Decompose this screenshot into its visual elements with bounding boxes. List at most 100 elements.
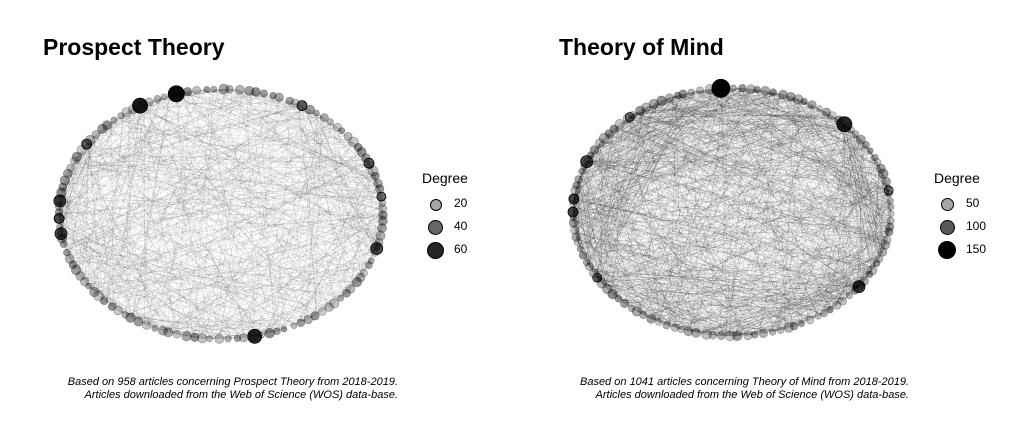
- network-edge: [826, 112, 860, 287]
- network-edge: [573, 200, 822, 315]
- network-node: [826, 305, 834, 314]
- network-edge: [68, 256, 329, 308]
- network-edge: [577, 131, 854, 184]
- network-edge: [613, 97, 795, 296]
- network-edge: [164, 198, 382, 332]
- network-edge: [692, 91, 769, 333]
- network-edge: [846, 126, 890, 193]
- network-edge: [60, 189, 381, 233]
- network-edge: [191, 97, 282, 337]
- network-edge: [660, 92, 775, 323]
- network-edge: [58, 179, 377, 215]
- network-edge: [579, 175, 607, 289]
- network-edge: [578, 177, 822, 315]
- network-edge: [590, 89, 756, 157]
- network-edge: [683, 181, 887, 331]
- network-edge: [573, 200, 831, 310]
- network-edge: [619, 124, 851, 296]
- network-edge: [252, 91, 361, 278]
- network-edge: [254, 234, 381, 337]
- network-node: [371, 171, 380, 181]
- network-edge: [759, 89, 826, 112]
- network-edge: [87, 167, 372, 286]
- network-edge: [156, 99, 375, 176]
- network-edge: [619, 91, 771, 301]
- network-edge: [102, 92, 182, 300]
- network-edge: [600, 141, 890, 194]
- network-edge: [688, 296, 848, 332]
- network-edge: [81, 277, 149, 326]
- network-edge: [573, 102, 657, 198]
- network-node: [225, 85, 234, 94]
- network-edge: [180, 89, 237, 94]
- network-edge: [580, 89, 760, 175]
- network-edge: [626, 304, 682, 330]
- network-edge: [737, 87, 891, 220]
- network-edge: [573, 89, 759, 200]
- network-edge: [328, 199, 383, 308]
- network-node: [866, 147, 874, 155]
- network-edge: [575, 190, 593, 272]
- network-edge: [637, 112, 754, 336]
- network-edge: [173, 94, 382, 197]
- network-edge: [602, 140, 678, 329]
- network-edge: [776, 149, 870, 332]
- network-edge: [635, 99, 799, 114]
- network-node: [192, 86, 201, 95]
- network-node: [821, 107, 832, 117]
- network-edge: [635, 113, 835, 118]
- network-hub-node: [370, 242, 384, 255]
- network-edge: [572, 212, 875, 268]
- network-edge: [59, 118, 117, 205]
- network-edge: [642, 89, 709, 110]
- network-edge: [577, 183, 680, 330]
- network-edge: [629, 114, 832, 118]
- network-node: [359, 268, 368, 277]
- network-edge: [697, 287, 859, 334]
- network-edge: [579, 104, 813, 177]
- network-edge: [70, 168, 94, 291]
- network-edge: [586, 161, 871, 274]
- network-edge: [856, 134, 875, 268]
- network-edge: [591, 91, 769, 270]
- network-edge: [764, 227, 890, 334]
- network-edge: [824, 111, 887, 244]
- network-edge: [671, 97, 730, 337]
- network-edge: [728, 87, 804, 324]
- network-edge: [85, 281, 282, 331]
- network-node: [886, 197, 894, 205]
- network-edge: [716, 205, 891, 336]
- network-edge: [725, 88, 741, 336]
- network-edge: [645, 315, 658, 322]
- network-edge: [779, 99, 800, 331]
- network-edge: [707, 89, 788, 329]
- network-node: [793, 94, 804, 105]
- network-edge: [596, 121, 625, 278]
- network-edge: [613, 98, 669, 130]
- network-edge: [579, 174, 884, 177]
- network-edge: [796, 98, 890, 231]
- network-edge: [666, 98, 839, 305]
- network-edge: [298, 104, 373, 171]
- network-node: [310, 311, 320, 321]
- network-node: [778, 89, 788, 100]
- network-edge: [579, 176, 607, 288]
- network-edge: [607, 134, 728, 337]
- network-edge: [576, 156, 875, 238]
- network-edge: [349, 163, 370, 290]
- network-edge: [313, 111, 376, 252]
- network-edge: [263, 293, 347, 335]
- network-edge: [845, 124, 889, 236]
- network-edge: [94, 248, 377, 293]
- network-edge: [572, 88, 712, 213]
- network-node: [878, 168, 889, 180]
- network-edge: [697, 90, 889, 191]
- network-edge: [577, 224, 891, 244]
- network-edge: [79, 152, 192, 338]
- network-edge: [152, 89, 227, 328]
- network-edge: [604, 124, 845, 138]
- network-edge: [194, 124, 335, 338]
- network-edge: [221, 223, 383, 340]
- network-edge: [863, 249, 884, 282]
- network-edge: [578, 177, 580, 244]
